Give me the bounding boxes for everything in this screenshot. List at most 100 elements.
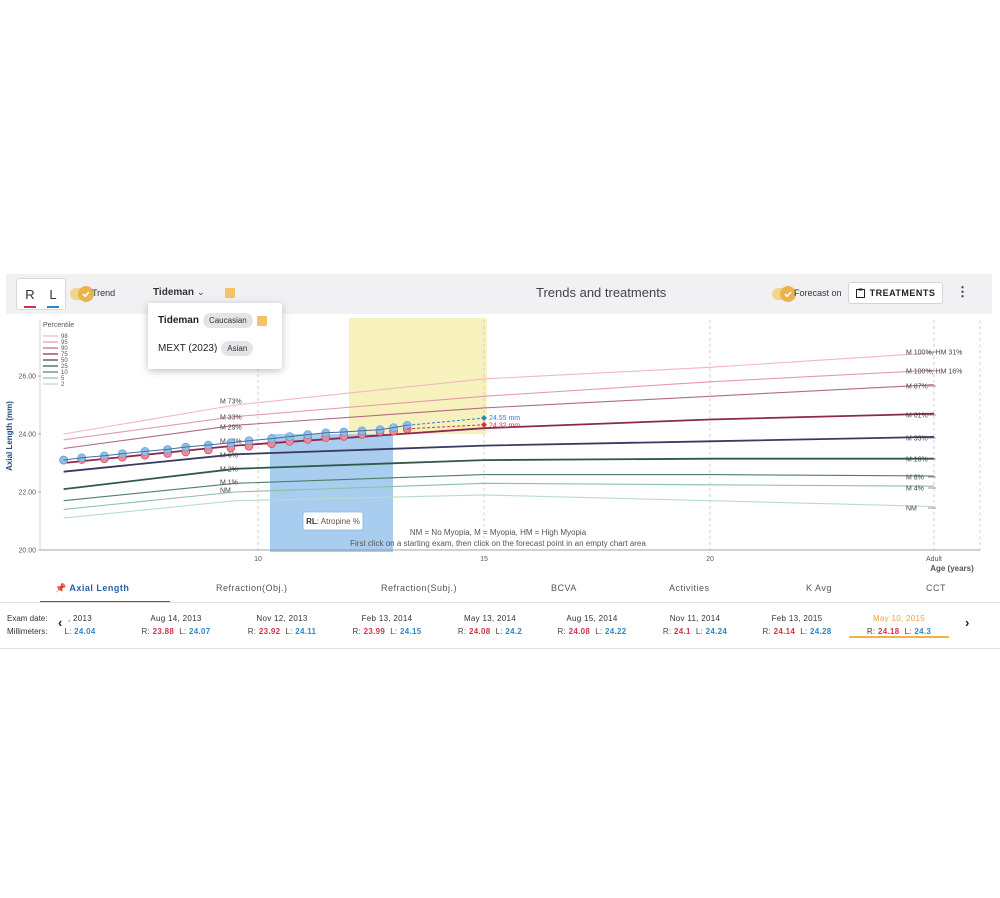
exam-column-selected[interactable]: May 10, 2015 R: 24.18 L: 24.3: [849, 612, 949, 638]
right-eye-toggle[interactable]: R: [19, 281, 41, 311]
y-tick-label: 22.00: [18, 490, 36, 497]
percentile-right-label: M 16%: [906, 457, 928, 464]
option-checkbox[interactable]: [256, 315, 267, 326]
exam-column[interactable]: Feb 13, 2014 R: 23.99 L: 24.15: [337, 612, 437, 638]
exam-values: R: 24.1 L: 24.24: [662, 627, 728, 636]
y-tick-label: 24.00: [18, 432, 36, 439]
option-name: Tideman: [158, 315, 199, 326]
exam-column[interactable]: , 2013 L: 24.04: [40, 612, 120, 638]
exam-column[interactable]: Feb 13, 2015 R: 24.14 L: 24.28: [747, 612, 847, 638]
percentile-left-label: M 6%: [220, 453, 238, 460]
tab-refraction-obj[interactable]: Refraction(Obj.): [216, 583, 288, 593]
chart-legend-note: NM = No Myopia, M = Myopia, HM = High My…: [410, 528, 587, 537]
percentile-right-label: M 100%, HM 16%: [906, 369, 962, 376]
option-name: MEXT (2023): [158, 343, 218, 354]
treatments-button[interactable]: TREATMENTS: [848, 282, 943, 304]
pin-icon: 📌: [55, 583, 67, 593]
left-eye-toggle[interactable]: L: [42, 281, 64, 311]
percentile-curve-90: [63, 384, 935, 450]
x-axis-title: Age (years): [930, 564, 974, 573]
exam-row-labels: Exam date: Millimeters:: [7, 612, 47, 638]
tab-refraction-subj[interactable]: Refraction(Subj.): [381, 583, 458, 593]
right-value: 24.18: [877, 627, 900, 636]
percentile-labels: M 100%, HM 31% M 100%, HM 16% M 87% M 61% M …: [220, 350, 962, 513]
forecast-toggle[interactable]: [772, 286, 796, 302]
treatment-prefix: RL: [306, 517, 317, 526]
treatment-label-box[interactable]: [302, 511, 364, 531]
right-forecast-point: [481, 421, 487, 428]
exam-column[interactable]: May 13, 2014 R: 24.08 L: 24.2: [440, 612, 540, 638]
left-value: 24.22: [604, 627, 627, 636]
next-exams-icon[interactable]: ›: [965, 615, 970, 630]
percentile-right-label: M 61%: [906, 413, 928, 420]
dropdown-option-mext[interactable]: MEXT (2023) Asian: [158, 341, 254, 356]
y-axis-title: Axial Length (mm): [5, 401, 14, 471]
trend-toggle[interactable]: [70, 286, 94, 302]
left-eye-trend-line: [63, 424, 408, 461]
tab-axial-length[interactable]: 📌 Axial Length: [55, 583, 129, 594]
percentile-right-label: M 8%: [906, 475, 924, 482]
bottom-divider: [0, 648, 1000, 649]
treatment-label: RL: Atropine %: [306, 517, 360, 526]
standard-checkbox[interactable]: [225, 288, 235, 298]
eye-selector: R L: [16, 278, 66, 310]
more-options-icon[interactable]: ⋮: [956, 284, 969, 299]
standard-select[interactable]: Tideman: [153, 287, 194, 298]
percentile-curve-5: [63, 482, 935, 510]
measurement-points: [59, 420, 412, 465]
percentile-left-label: M 1%: [220, 480, 238, 487]
percentile-left-label: NM: [220, 488, 231, 495]
left-value: 24.15: [399, 627, 422, 636]
left-value: 24.07: [188, 627, 211, 636]
exam-values: R: 23.88 L: 24.07: [141, 627, 211, 636]
left-forecast-line: [407, 417, 485, 426]
y-tick-label: 20.00: [18, 548, 36, 555]
tab-bcva[interactable]: BCVA: [551, 583, 577, 593]
tab-cct[interactable]: CCT: [926, 583, 946, 593]
chart-instruction-note: First click on a starting exam, then cli…: [350, 539, 646, 548]
left-forecast-label: 24.55 mm: [489, 415, 520, 422]
percentile-curve-50: [63, 436, 935, 473]
tab-k-avg[interactable]: K Avg: [806, 583, 832, 593]
right-value: 23.99: [363, 627, 386, 636]
atropine-treatment-band[interactable]: [270, 434, 393, 552]
right-value: 23.92: [258, 627, 281, 636]
exam-date: Aug 14, 2013: [150, 614, 202, 623]
legend-entry: 2: [61, 382, 65, 388]
left-value: 24.2: [505, 627, 523, 636]
percentile-right-label: M 87%: [906, 384, 928, 391]
x-tick-label: 15: [480, 556, 488, 563]
chart-axes: 26.00 24.00 22.00 20.00 10 15 20 Adult: [18, 320, 980, 563]
right-forecast-line: [407, 424, 485, 430]
millimeters-label: Millimeters:: [7, 627, 48, 636]
legend-entry: 5: [61, 376, 65, 382]
legend-entry: 95: [61, 340, 68, 346]
exam-values: R: 24.08 L: 24.2: [457, 627, 523, 636]
treatments-label: TREATMENTS: [869, 288, 936, 298]
percentile-right-label: M 33%: [906, 436, 928, 443]
legend-entry: 98: [61, 334, 68, 340]
percentile-curve-10: [63, 474, 935, 502]
left-value: 24.28: [809, 627, 832, 636]
exam-column[interactable]: Aug 15, 2014 R: 24.08 L: 24.22: [542, 612, 642, 638]
axial-length-chart[interactable]: 26.00 24.00 22.00 20.00 10 15 20 Adult 98959075…: [0, 315, 1000, 577]
dropdown-option-tideman[interactable]: Tideman Caucasian: [158, 313, 267, 328]
prev-exams-icon[interactable]: ‹: [58, 615, 63, 630]
right-value: 23.88: [152, 627, 175, 636]
exam-column[interactable]: Nov 11, 2014 R: 24.1 L: 24.24: [645, 612, 745, 638]
chevron-down-icon[interactable]: ⌄: [197, 287, 205, 297]
exam-values: R: 24.08 L: 24.22: [557, 627, 627, 636]
measurement-tabs: 📌 Axial Length Refraction(Obj.) Refracti…: [0, 578, 1000, 603]
check-icon: [780, 286, 796, 302]
legend-entry: 50: [61, 358, 68, 364]
x-tick-label: 10: [254, 556, 262, 563]
treatment-period-band[interactable]: [349, 318, 487, 434]
percentile-curves: [63, 352, 935, 519]
exam-column[interactable]: Aug 14, 2013 R: 23.88 L: 24.07: [126, 612, 226, 638]
exam-date: Feb 13, 2014: [361, 614, 413, 623]
percentile-left-label: M 33%: [220, 415, 242, 422]
tab-activities[interactable]: Activities: [669, 583, 710, 593]
left-value: 24.04: [74, 627, 96, 636]
exam-column[interactable]: Nov 12, 2013 R: 23.92 L: 24.11: [232, 612, 332, 638]
